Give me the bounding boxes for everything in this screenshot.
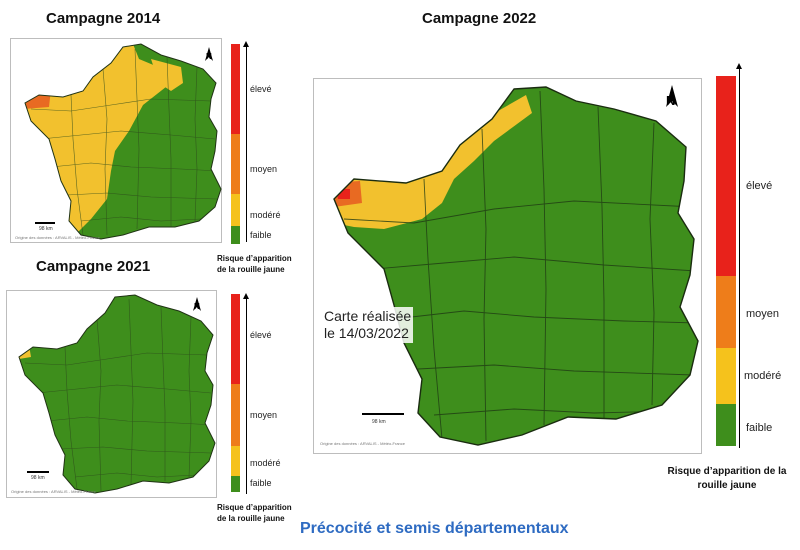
svg-text:N: N [194,302,200,311]
map-date-stamp: Carte réalisée le 14/03/2022 [322,307,414,343]
map-2014-frame: N 98 km Origine des données : ARVALIS - … [10,38,222,243]
legend-swatch-eleve [716,76,736,276]
legend-caption-2021: Risque d’apparition de la rouille jaune [217,503,292,523]
scale-bar [27,471,49,473]
footer-caption: Précocité et semis départementaux [300,520,569,537]
legend-level-modere: modéré [250,458,281,468]
legend-level-modere: modéré [744,370,782,382]
legend-level-moyen: moyen [250,410,278,420]
legend-level-moyen: moyen [250,164,278,174]
map-2021-title: Campagne 2021 [36,258,151,275]
legend-2014-bar [231,44,240,244]
scale-label: 98 km [372,419,386,425]
legend-swatch-moyen [231,384,240,446]
legend-caption-2022: Risque d’apparition de la rouille jaune [667,466,787,491]
legend-level-faible: faible [746,422,773,434]
legend-level-eleve: élevé [250,330,272,340]
legend-swatch-faible [716,404,736,446]
faible-zone [334,87,698,445]
map-credit: Origine des données : ARVALIS - Météo-Fr… [11,489,97,494]
north-arrow-icon: N [666,85,678,108]
scale-label: 98 km [31,475,45,481]
map-2022-frame: N Carte réalisée le 14/03/2022 98 km Ori… [313,78,702,454]
svg-text:N: N [666,93,675,108]
legend-swatch-eleve [231,44,240,134]
legend-arrow-icon [243,293,249,494]
legend-level-faible: faible [250,230,272,240]
scale-bar [35,222,55,224]
legend-2021-bar [231,294,240,492]
legend-caption-2014: Risque d’apparition de la rouille jaune [217,254,292,274]
map-credit: Origine des données : ARVALIS - Météo-Fr… [15,235,101,240]
legend-swatch-modere [716,348,736,404]
north-arrow-icon: N [193,297,201,311]
legend-swatch-faible [231,226,240,244]
legend-swatch-modere [231,194,240,226]
legend-level-eleve: élevé [746,180,773,192]
map-2021-frame: N 98 km Origine des données : ARVALIS - … [6,290,217,498]
france-map-2022: N [333,85,699,446]
legend-swatch-moyen [716,276,736,348]
legend-swatch-faible [231,476,240,492]
map-credit: Origine des données : ARVALIS - Météo-Fr… [320,441,406,446]
legend-arrow-icon [736,63,742,448]
map-2022-title: Campagne 2022 [422,10,537,27]
legend-swatch-eleve [231,294,240,384]
france-map-2014: N [24,43,222,240]
legend-swatch-modere [231,446,240,476]
legend-level-moyen: moyen [746,308,780,320]
scale-bar [362,413,404,415]
scale-label: 98 km [39,226,53,232]
legend-level-modere: modéré [250,210,281,220]
legend-swatch-moyen [231,134,240,194]
north-arrow-icon: N [205,47,213,61]
map-2014-title: Campagne 2014 [46,10,161,27]
legend-level-eleve: élevé [250,84,272,94]
legend-level-faible: faible [250,478,272,488]
legend-arrow-icon [243,41,249,242]
legend-2022-bar [716,76,736,446]
faible-zone [19,295,215,493]
france-map-2021: N [18,294,216,494]
svg-text:N: N [206,52,212,61]
